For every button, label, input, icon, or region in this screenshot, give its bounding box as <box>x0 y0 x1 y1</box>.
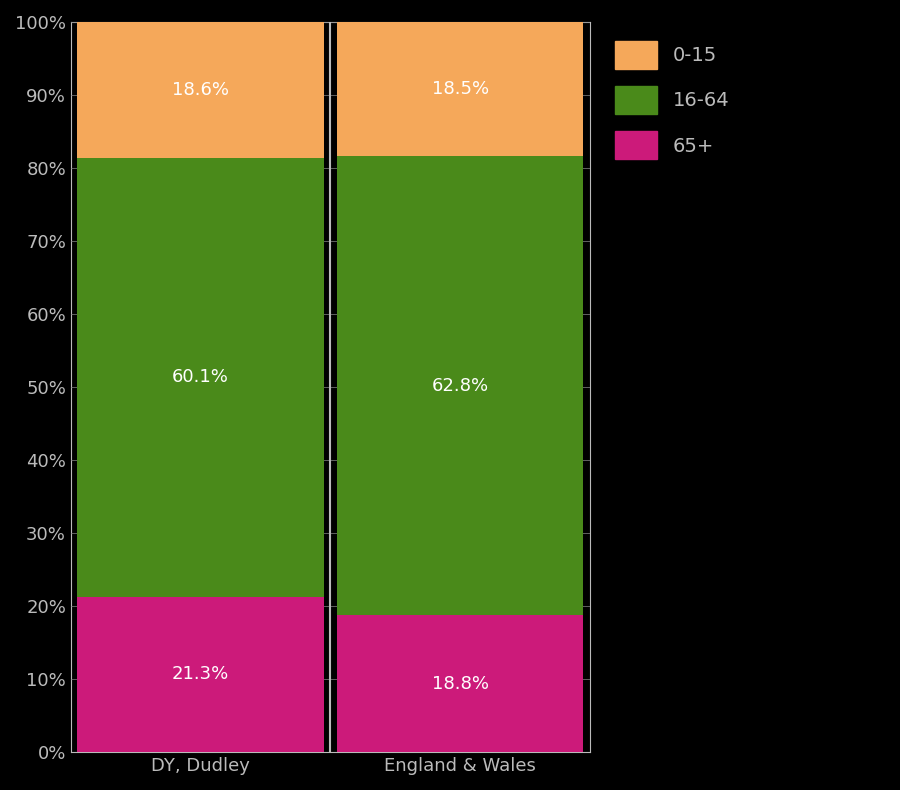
Legend: 0-15, 16-64, 65+: 0-15, 16-64, 65+ <box>605 32 739 169</box>
Text: 18.6%: 18.6% <box>172 81 230 99</box>
Text: 18.8%: 18.8% <box>432 675 489 693</box>
Bar <box>337 21 583 156</box>
Bar <box>77 22 324 158</box>
Text: 62.8%: 62.8% <box>432 377 489 395</box>
Text: 60.1%: 60.1% <box>172 368 230 386</box>
Text: 18.5%: 18.5% <box>432 80 489 98</box>
Bar <box>337 615 583 752</box>
Bar <box>337 156 583 615</box>
Bar <box>77 158 324 596</box>
Text: 21.3%: 21.3% <box>172 665 230 683</box>
Bar <box>77 596 324 752</box>
